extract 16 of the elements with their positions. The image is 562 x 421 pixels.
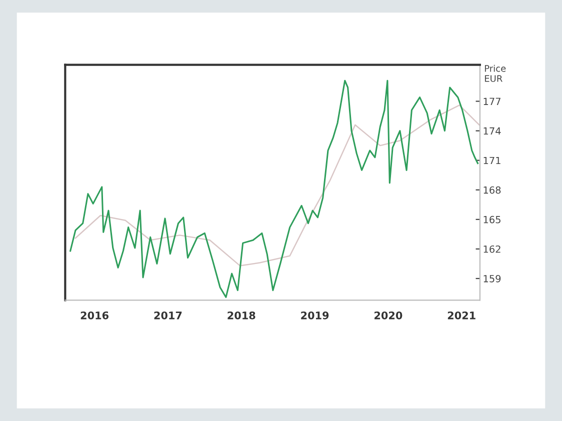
x-tick-label: 2020 [374,311,402,320]
x-tick-label: 2017 [154,311,182,320]
y-tick-label: 177 [484,98,500,105]
x-tick-label: 2021 [448,311,476,320]
y-tick-label: 159 [484,274,501,282]
x-tick-label: 2016 [80,311,108,320]
y-tick-label: 174 [484,127,501,134]
y-axis-title: Price EUR [484,64,506,82]
y-tick-label: 162 [484,245,500,253]
y-tick-label: 165 [484,216,500,224]
line-series [70,80,479,298]
line-series [74,104,480,266]
x-tick-label: 2018 [228,311,256,320]
y-tick-label: 171 [484,156,500,164]
y-tick-label: 168 [484,186,501,194]
x-tick-label: 2019 [301,311,329,320]
